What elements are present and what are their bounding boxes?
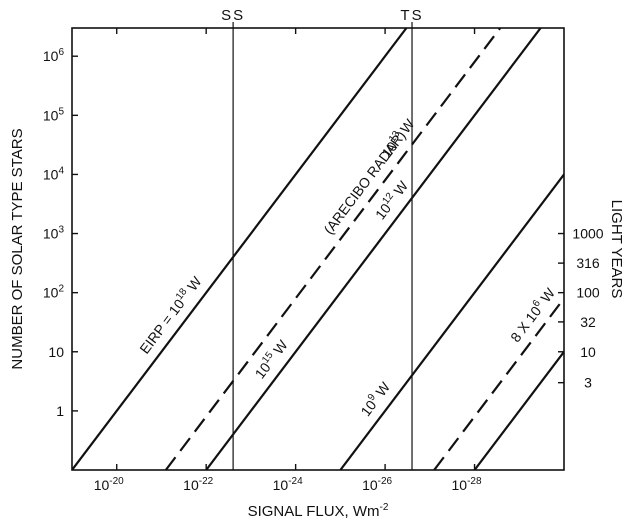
y-tick-label-left: 1 xyxy=(56,403,64,419)
reference-line-label: SS xyxy=(221,7,245,24)
series-label-group: 1015 W xyxy=(251,336,292,382)
y-axis-title-right: LIGHT YEARS xyxy=(608,200,625,299)
series-line xyxy=(164,28,502,470)
series-line xyxy=(339,172,564,470)
x-tick-label: 10-28 xyxy=(452,476,482,493)
y-tick-label-right: 10 xyxy=(580,344,596,360)
plot-frame xyxy=(71,27,565,471)
series-line xyxy=(72,28,408,470)
x-tick-label: 10-22 xyxy=(183,476,213,493)
series-label-group: EIRP = 1018 W xyxy=(135,272,205,357)
y-tick-label-left: 10 xyxy=(48,344,64,360)
series-label-group: 109 W xyxy=(357,378,394,419)
y-tick-label-left: 103 xyxy=(43,225,65,242)
y-tick-label-right: 100 xyxy=(576,285,600,301)
y-tick-label-left: 106 xyxy=(43,47,65,64)
series-line xyxy=(205,28,542,470)
y-tick-label-left: 104 xyxy=(43,165,65,182)
series-label-group: 1012 W xyxy=(371,177,412,223)
y-tick-label-left: 102 xyxy=(43,284,65,301)
y-axis-title-left: NUMBER OF SOLAR TYPE STARS xyxy=(9,128,26,369)
series-label: EIRP = 1018 W xyxy=(135,272,205,356)
series-line xyxy=(473,349,564,470)
y-tick-label-right: 32 xyxy=(580,314,596,330)
y-tick-label-right: 1000 xyxy=(572,226,603,242)
series-line xyxy=(433,296,564,470)
series-label: 1012 W xyxy=(371,177,411,223)
y-tick-label-right: 316 xyxy=(576,255,600,271)
x-tick-label: 10-20 xyxy=(94,476,124,493)
x-tick-label: 10-24 xyxy=(273,476,303,493)
x-axis-title: SIGNAL FLUX, Wm-2 xyxy=(248,502,389,520)
reference-line-label: TS xyxy=(400,7,423,24)
y-tick-label-left: 105 xyxy=(43,106,65,123)
y-tick-label-right: 3 xyxy=(584,375,592,391)
x-tick-label: 10-26 xyxy=(362,476,392,493)
series-label: 1015 W xyxy=(251,336,291,382)
series-label: 109 W xyxy=(357,378,394,419)
